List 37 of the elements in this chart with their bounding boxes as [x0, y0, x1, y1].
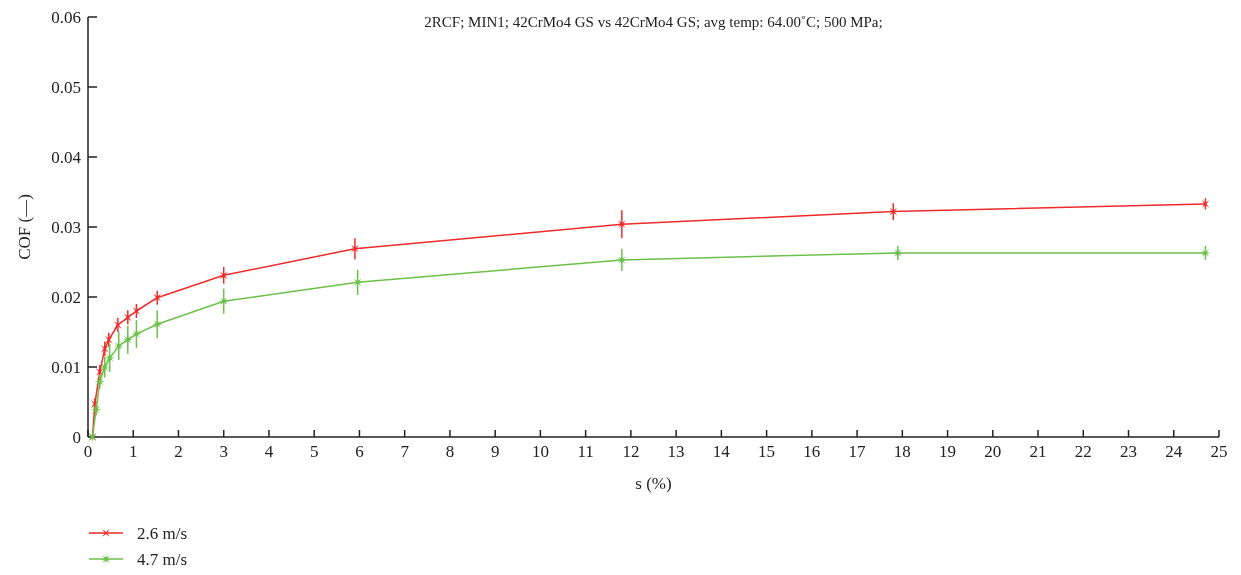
x-tick-label: 9 [490, 442, 500, 461]
y-tick-label: 0.06 [51, 8, 81, 27]
x-tick-label: 11 [577, 442, 594, 461]
y-tick-label: 0.02 [51, 288, 81, 307]
x-tick-label: 12 [622, 442, 640, 461]
legend-label: 4.7 m/s [137, 550, 188, 569]
y-tick-label: 0 [72, 428, 81, 447]
x-tick-label: 6 [355, 442, 364, 461]
x-tick-label: 8 [445, 442, 455, 461]
y-tick-label: 0.01 [51, 358, 81, 377]
x-tick-label: 10 [531, 442, 549, 461]
chart-title: 2RCF; MIN1; 42CrMo4 GS vs 42CrMo4 GS; avg temp: 64.00˚C; 500 MPa; [424, 14, 883, 30]
x-tick-label: 24 [1165, 442, 1183, 461]
x-tick-label: 25 [1210, 442, 1228, 461]
x-tick-label: 3 [219, 442, 228, 461]
x-axis-title: s (%) [635, 474, 672, 493]
x-tick-label: 23 [1120, 442, 1138, 461]
x-tick-label: 16 [803, 442, 821, 461]
x-tick-label: 5 [309, 442, 319, 461]
legend-label: 2.6 m/s [137, 524, 188, 543]
x-tick-label: 19 [939, 442, 957, 461]
y-tick-label: 0.04 [51, 148, 82, 167]
x-tick-label: 4 [264, 442, 274, 461]
x-tick-label: 18 [893, 442, 911, 461]
x-tick-label: 17 [848, 442, 867, 461]
x-tick-label: 1 [128, 442, 138, 461]
x-tick-label: 21 [1029, 442, 1047, 461]
y-axis-title: COF (—) [15, 194, 34, 260]
x-tick-label: 14 [712, 442, 731, 461]
x-tick-label: 2 [174, 442, 183, 461]
y-tick-label: 0.05 [51, 78, 81, 97]
x-tick-label: 15 [758, 442, 776, 461]
x-tick-label: 20 [984, 442, 1002, 461]
y-tick-label: 0.03 [51, 218, 81, 237]
x-tick-label: 22 [1074, 442, 1092, 461]
x-tick-label: 13 [667, 442, 685, 461]
x-tick-label: 7 [400, 442, 410, 461]
